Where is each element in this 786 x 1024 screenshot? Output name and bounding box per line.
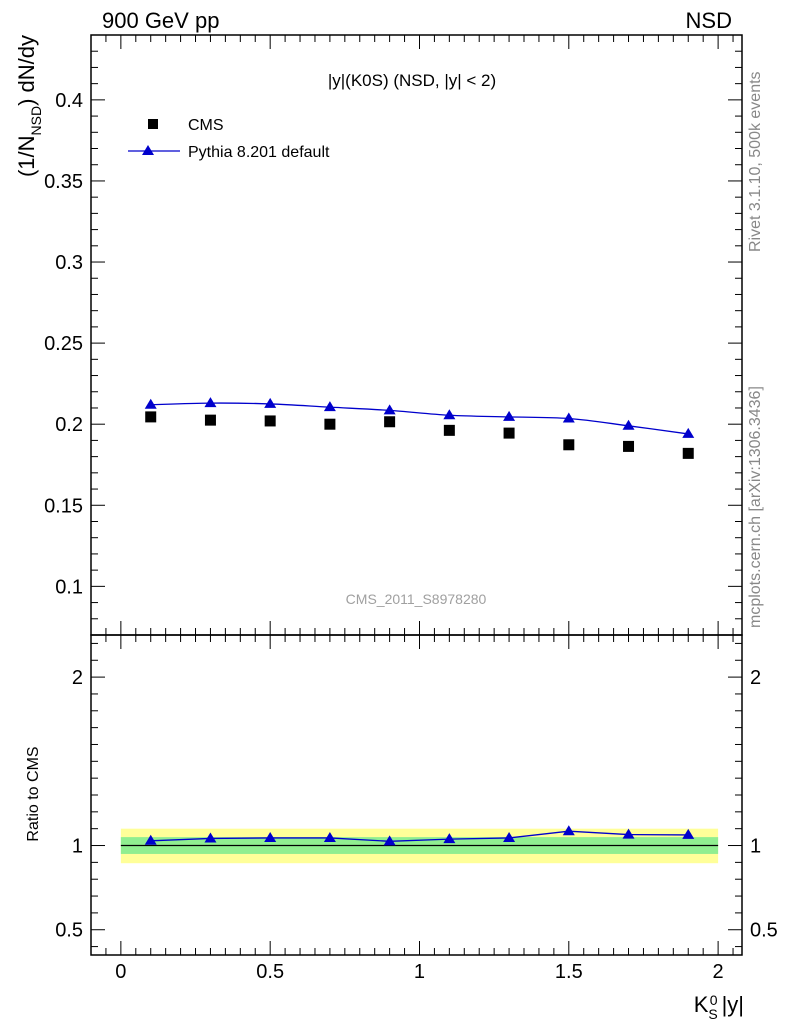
ratio-point xyxy=(682,828,695,839)
ratio-point xyxy=(204,832,217,843)
pythia-point xyxy=(562,412,575,423)
ratio-point xyxy=(144,834,157,845)
ratio-y-tick-label-right: 0.5 xyxy=(750,920,778,942)
cms-point xyxy=(503,427,515,439)
main-y-tick-label: 0.25 xyxy=(44,333,83,355)
source-label: mcplots.cern.ch [arXiv:1306.3436] xyxy=(747,386,764,628)
main-title: |y|(K0S) (NSD, |y| < 2) xyxy=(328,71,496,90)
ratio-y-tick-label-right: 1 xyxy=(750,836,761,858)
cms-point xyxy=(443,424,455,436)
ratio-line xyxy=(150,830,689,842)
pythia-point xyxy=(144,398,157,409)
legend-label-pythia: Pythia 8.201 default xyxy=(188,144,330,161)
pythia-point xyxy=(323,401,336,412)
rivet-label: Rivet 3.1.10, 500k events xyxy=(747,71,764,252)
ratio-frame xyxy=(90,634,743,956)
x-tick-label: 0.5 xyxy=(256,961,284,983)
x-tick-label: 1.5 xyxy=(555,961,583,983)
legend: CMS Pythia 8.201 default xyxy=(128,117,330,161)
ratio-point xyxy=(503,831,516,842)
pythia-point xyxy=(443,409,456,420)
pythia-point xyxy=(622,419,635,430)
legend-label-cms: CMS xyxy=(188,117,224,134)
pythia-point xyxy=(503,410,516,421)
ratio-y-tick-label: 2 xyxy=(72,667,83,689)
pythia-point xyxy=(264,397,277,408)
ratio-y-tick-labels: 0.5 0.5 1 1 2 2 xyxy=(55,667,778,942)
main-series-layer xyxy=(144,397,695,459)
cms-point xyxy=(204,414,216,426)
cms-point xyxy=(145,411,157,423)
x-tick-label: 1 xyxy=(414,961,425,983)
pythia-point xyxy=(383,404,396,415)
x-tick-label: 2 xyxy=(713,961,724,983)
ratio-point xyxy=(622,828,635,839)
main-y-tick-label: 0.2 xyxy=(55,414,83,436)
main-y-label: (1/NNSD) dN/dy xyxy=(14,35,44,177)
main-y-tick-label: 0.1 xyxy=(55,576,83,598)
main-y-tick-label: 0.4 xyxy=(55,90,83,112)
cms-point xyxy=(384,416,396,428)
x-tick-labels: 0 0.5 1 1.5 2 xyxy=(115,961,723,983)
main-y-tick-labels: 0.1 0.15 0.2 0.25 0.3 0.35 0.4 xyxy=(44,90,83,598)
ratio-y-label: Ratio to CMS xyxy=(25,746,42,841)
ratio-axis-ticks xyxy=(90,635,742,955)
watermark: CMS_2011_S8978280 xyxy=(346,591,487,607)
main-y-tick-label: 0.3 xyxy=(55,252,83,274)
header-right: NSD xyxy=(686,8,732,33)
ratio-point xyxy=(383,835,396,846)
cms-point xyxy=(264,415,276,427)
cms-point xyxy=(623,440,635,452)
cms-point xyxy=(324,418,336,430)
ratio-y-tick-label: 1 xyxy=(72,836,83,858)
ratio-point xyxy=(443,833,456,844)
ratio-series-layer xyxy=(144,825,695,846)
cms-point xyxy=(563,439,575,451)
pythia-point xyxy=(682,427,695,438)
x-axis-label: KS0 |y| xyxy=(694,992,744,1022)
ratio-point xyxy=(264,831,277,842)
main-y-tick-label: 0.15 xyxy=(44,495,83,517)
header-left: 900 GeV pp xyxy=(102,8,219,33)
ratio-y-tick-label-right: 2 xyxy=(750,667,761,689)
main-panel: |y|(K0S) (NSD, |y| < 2) (1/NNSD) dN/dy 0… xyxy=(14,34,743,636)
ratio-point xyxy=(323,831,336,842)
ratio-point xyxy=(562,825,575,836)
ratio-panel: 0.5 0.5 1 1 2 2 Ratio to CMS 0 0.5 1 1.5 2 KS0 |y| xyxy=(25,634,778,1022)
cms-point xyxy=(682,447,694,459)
pythia-line xyxy=(150,402,689,435)
legend-marker-cms xyxy=(148,119,158,129)
x-tick-label: 0 xyxy=(115,961,126,983)
main-y-tick-label: 0.35 xyxy=(44,171,83,193)
pythia-point xyxy=(204,397,217,408)
legend-marker-pythia xyxy=(142,145,154,155)
ratio-y-tick-label: 0.5 xyxy=(55,920,83,942)
